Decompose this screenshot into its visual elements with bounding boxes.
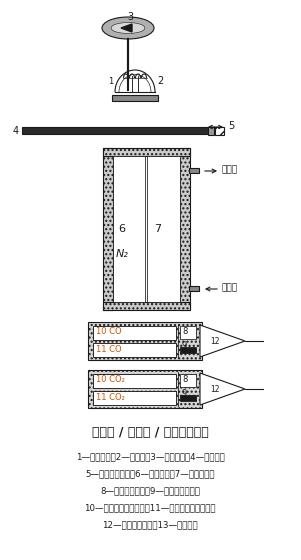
- Text: N₂: N₂: [116, 249, 129, 259]
- Bar: [147, 156, 180, 302]
- Text: 样气出: 样气出: [222, 166, 238, 175]
- Bar: [112, 95, 158, 101]
- Text: 5—光路调整旋钮；6—参比气室；7—测量气室；: 5—光路调整旋钮；6—参比气室；7—测量气室；: [85, 469, 215, 478]
- Text: 12: 12: [210, 385, 220, 394]
- Bar: [180, 347, 196, 353]
- Bar: [103, 148, 190, 156]
- Bar: [180, 374, 196, 387]
- Bar: [189, 168, 199, 173]
- Bar: [103, 148, 113, 310]
- Text: 10 CO: 10 CO: [96, 326, 122, 335]
- Bar: [88, 370, 202, 408]
- Bar: [189, 286, 199, 291]
- Polygon shape: [121, 24, 132, 32]
- Text: 10 CO₂: 10 CO₂: [96, 375, 125, 384]
- Text: 样气入: 样气入: [222, 283, 238, 292]
- Bar: [113, 156, 145, 302]
- Text: 9: 9: [182, 389, 187, 398]
- Bar: [93, 374, 176, 388]
- Bar: [180, 395, 196, 401]
- Bar: [180, 148, 190, 310]
- Text: 8: 8: [182, 375, 188, 384]
- Text: 2: 2: [157, 76, 163, 86]
- Text: 8—薄膜电容动片；9—薄膜电容定片；: 8—薄膜电容动片；9—薄膜电容定片；: [100, 486, 200, 495]
- Text: 单光源 / 双光程 / 双检测器配置: 单光源 / 双光程 / 双检测器配置: [92, 426, 208, 439]
- Bar: [88, 322, 202, 360]
- Bar: [93, 391, 176, 405]
- Text: 5: 5: [228, 121, 234, 131]
- Text: 1: 1: [108, 77, 113, 86]
- Bar: [208, 127, 214, 135]
- Text: 12: 12: [210, 337, 220, 346]
- Bar: [93, 343, 176, 357]
- Text: 10—检测器前接收气室；11—检测器后接收气室；: 10—检测器前接收气室；11—检测器后接收气室；: [84, 503, 216, 512]
- Ellipse shape: [102, 17, 154, 39]
- Text: 9: 9: [182, 340, 187, 349]
- Text: 3: 3: [127, 12, 133, 22]
- Text: 7: 7: [154, 224, 162, 234]
- Polygon shape: [200, 325, 245, 357]
- Bar: [103, 302, 190, 310]
- Text: 8: 8: [182, 326, 188, 335]
- Bar: [180, 326, 196, 339]
- Ellipse shape: [111, 22, 145, 34]
- Bar: [22, 127, 215, 134]
- Bar: [215, 127, 224, 135]
- Bar: [93, 326, 176, 340]
- Polygon shape: [200, 373, 245, 405]
- Text: 4: 4: [13, 126, 19, 136]
- Text: 6: 6: [119, 224, 126, 234]
- Text: 12—前置放大电路；13—标定气室: 12—前置放大电路；13—标定气室: [102, 520, 198, 529]
- Text: 1—光源灯丝；2—反光镜；3—切片马达；4—切光轮；: 1—光源灯丝；2—反光镜；3—切片马达；4—切光轮；: [76, 452, 224, 461]
- Text: 11 CO₂: 11 CO₂: [96, 394, 125, 403]
- Text: 11 CO: 11 CO: [96, 346, 122, 354]
